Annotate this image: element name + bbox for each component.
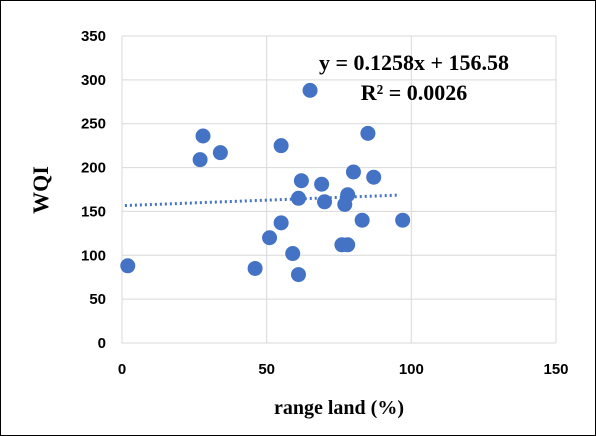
y-tick-labels: 0 50 100 150 200 250 300 350 [81,28,106,352]
y-tick-label: 150 [81,203,106,220]
data-point [366,169,382,185]
x-tick-labels: 0 50 100 150 [118,361,569,378]
x-tick-label: 50 [258,361,275,378]
data-point [290,190,306,206]
y-tick-label: 300 [81,72,106,89]
x-tick-label: 0 [118,361,126,378]
data-points [120,82,411,283]
data-point [285,246,301,262]
y-tick-label: 100 [81,247,106,264]
data-point [302,82,318,98]
y-tick-label: 250 [81,116,106,133]
data-point [273,138,289,154]
y-tick-label: 350 [81,28,106,45]
data-point [195,128,211,144]
data-point [317,194,333,210]
data-point [345,164,361,180]
data-point [212,145,228,161]
r-squared-label: R² = 0.0026 [361,80,468,105]
trendline-equation: y = 0.1258x + 156.58 [319,50,509,75]
data-point [354,212,370,228]
data-point [314,176,330,192]
grid-lines [121,35,557,344]
data-point [290,267,306,283]
data-point [192,152,208,168]
x-tick-label: 100 [399,361,424,378]
data-point [273,215,289,231]
data-point [262,230,278,246]
data-point [340,187,356,203]
data-point [247,260,263,276]
trendline [124,193,400,208]
data-point [340,237,356,253]
y-tick-label: 200 [81,160,106,177]
data-point [360,125,376,141]
trendline-group [124,193,400,208]
y-tick-label: 50 [89,291,106,308]
x-tick-label: 150 [543,361,568,378]
data-point [120,258,136,274]
data-point [293,173,309,189]
data-point [395,212,411,228]
y-axis-title: WQI [28,166,53,214]
y-tick-label: 0 [98,335,106,352]
x-axis-title: range land (%) [274,397,404,419]
